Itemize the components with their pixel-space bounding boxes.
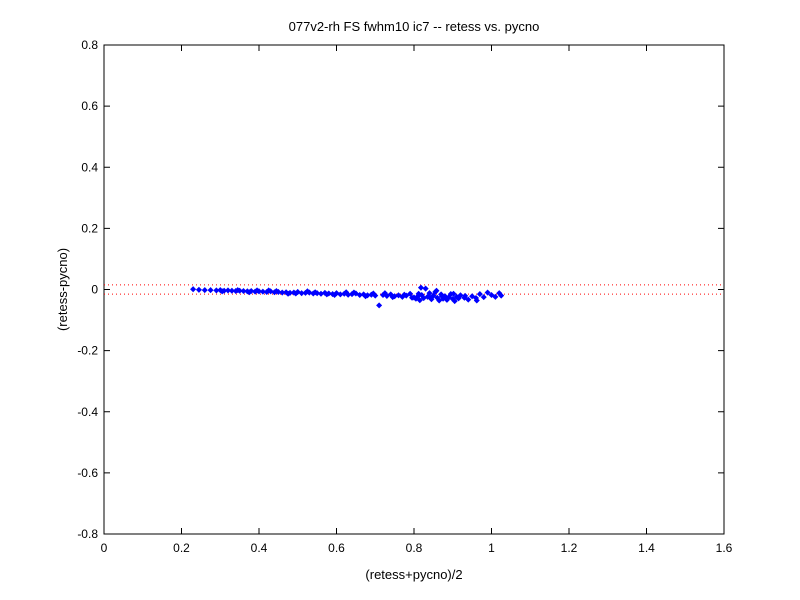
data-point — [228, 287, 235, 294]
y-tick-label: 0.2 — [81, 221, 98, 235]
x-tick-label: 1 — [488, 541, 495, 555]
data-point — [207, 287, 214, 294]
data-point — [473, 297, 480, 304]
data-point — [438, 293, 445, 300]
data-point — [488, 291, 495, 299]
data-point — [304, 288, 311, 295]
data-point — [201, 287, 208, 294]
data-point — [480, 294, 487, 301]
data-point — [240, 288, 247, 295]
x-tick-label: 1.2 — [561, 541, 578, 555]
data-point — [407, 290, 414, 297]
data-point — [292, 290, 299, 297]
y-tick-label: 0.4 — [81, 160, 98, 174]
y-tick-label: -0.2 — [77, 344, 98, 358]
data-point — [381, 290, 388, 297]
data-point — [389, 294, 396, 301]
y-tick-label: 0.8 — [81, 38, 98, 52]
y-tick-labels: -0.8 -0.6 -0.4 -0.2 0 0.2 0.4 0.6 0.8 — [77, 38, 98, 541]
data-point — [498, 292, 505, 299]
data-point — [195, 286, 202, 293]
data-point — [469, 293, 476, 300]
data-point — [462, 292, 469, 299]
data-point — [362, 293, 369, 300]
data-points — [190, 284, 505, 309]
data-point — [224, 287, 232, 294]
x-tick-label: 0.8 — [406, 541, 423, 555]
data-point — [234, 287, 241, 294]
data-point — [285, 290, 292, 297]
data-point — [370, 290, 377, 297]
data-point — [416, 297, 423, 304]
data-point — [427, 294, 434, 301]
data-point — [350, 289, 357, 296]
y-tick-label: -0.4 — [77, 405, 98, 419]
data-point — [259, 288, 266, 295]
axis-ticks — [103, 44, 725, 535]
y-tick-label: 0 — [91, 283, 98, 297]
x-tick-label: 1.4 — [638, 541, 655, 555]
x-tick-labels: 0 0.2 0.4 0.6 0.8 1 1.2 1.4 1.6 — [101, 541, 733, 555]
x-tick-label: 0.4 — [251, 541, 268, 555]
x-axis-label: (retess+pycno)/2 — [365, 567, 462, 582]
data-point — [457, 292, 464, 299]
data-point — [190, 286, 197, 293]
y-tick-label: -0.6 — [77, 466, 98, 480]
data-point — [273, 288, 280, 295]
data-point — [254, 287, 261, 294]
data-point — [484, 289, 491, 296]
y-axis-label: (retess-pycno) — [55, 248, 70, 331]
data-point — [246, 289, 253, 296]
data-point — [450, 290, 457, 297]
data-point — [401, 291, 408, 298]
data-point — [312, 289, 319, 296]
data-point — [417, 284, 424, 291]
data-point — [451, 298, 458, 305]
x-tick-label: 0.6 — [328, 541, 345, 555]
data-point — [409, 294, 416, 301]
data-point — [436, 297, 443, 304]
x-tick-label: 1.6 — [716, 541, 733, 555]
data-point — [415, 290, 422, 297]
data-point — [323, 291, 330, 298]
data-point — [465, 296, 472, 303]
x-tick-label: 0 — [101, 541, 108, 555]
reference-lines — [104, 284, 724, 295]
data-point — [492, 293, 499, 300]
data-point — [219, 288, 226, 295]
data-point — [265, 287, 272, 294]
data-point — [376, 302, 383, 309]
data-point — [433, 287, 440, 294]
data-point — [343, 289, 350, 296]
y-tick-label: -0.8 — [77, 527, 98, 541]
y-tick-label: 0.6 — [81, 99, 98, 113]
data-point — [476, 291, 483, 298]
plot-area — [103, 44, 725, 535]
x-tick-label: 0.2 — [173, 541, 190, 555]
data-point — [331, 291, 338, 299]
chart-title: 077v2-rh FS fwhm10 ic7 -- retess vs. pyc… — [289, 19, 540, 34]
